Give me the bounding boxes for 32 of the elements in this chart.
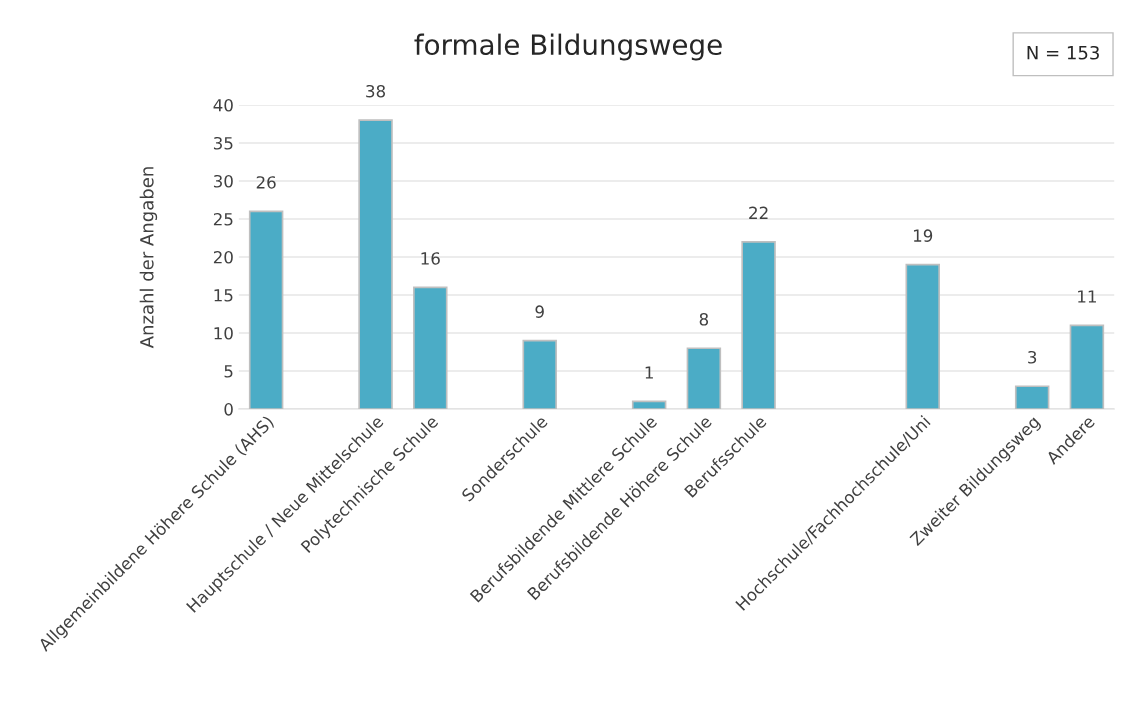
bar [686, 347, 722, 410]
data-label: 16 [421, 252, 440, 265]
data-label: 1 [645, 366, 653, 379]
y-tick-label: 20 [213, 250, 233, 264]
bar [1069, 324, 1105, 410]
y-tick-label: 15 [214, 289, 233, 302]
data-label: 3 [1028, 350, 1037, 364]
bar [248, 210, 284, 410]
text: N = 153 [1027, 45, 1099, 60]
bar [413, 286, 448, 410]
y-tick-label: 5 [224, 365, 233, 378]
y-tick-label: 10 [214, 327, 233, 340]
y-axis-title: Anzahl der Angaben [139, 167, 158, 349]
bar [358, 119, 393, 410]
data-label: 9 [535, 305, 544, 318]
data-label: 11 [1078, 290, 1096, 303]
y-tick-label: 35 [213, 136, 233, 150]
y-tick-label: 0 [224, 403, 233, 416]
data-label: 38 [366, 84, 386, 98]
data-label: 19 [913, 229, 933, 242]
data-label: 8 [699, 312, 709, 326]
bar [905, 263, 940, 410]
chart-title: formale Bildungswege [414, 33, 722, 61]
bar [631, 400, 667, 410]
data-label: 26 [256, 176, 276, 189]
y-tick-label: 40 [213, 98, 233, 112]
y-tick-label: 25 [213, 212, 233, 226]
bar [522, 339, 557, 410]
y-tick-label: 30 [213, 174, 233, 188]
bar [1014, 385, 1050, 410]
data-label: 22 [749, 206, 768, 219]
bar [741, 240, 776, 410]
